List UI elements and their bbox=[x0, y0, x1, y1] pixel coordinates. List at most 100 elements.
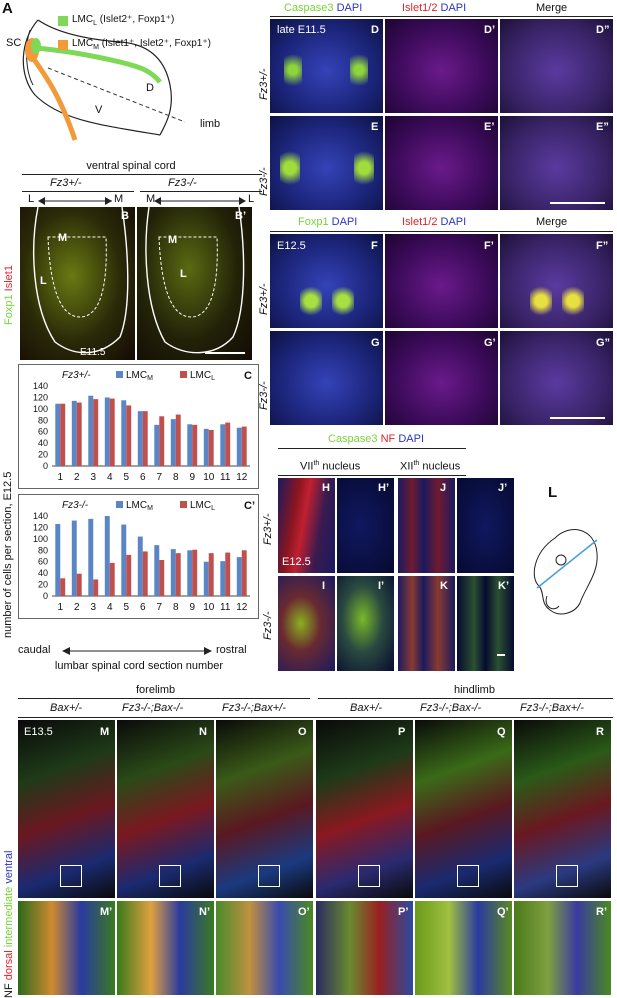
x-tick-label: 8 bbox=[173, 602, 179, 613]
x-tick-label: 3 bbox=[90, 472, 96, 483]
image-j bbox=[398, 478, 455, 573]
x-tick-label: 4 bbox=[107, 602, 113, 613]
row-het-de: Fz3+/- bbox=[258, 68, 270, 100]
bar-lmcm-1 bbox=[55, 403, 61, 466]
lm-axis-arrows bbox=[38, 197, 246, 205]
label-m: M bbox=[100, 726, 110, 738]
bar-lmcl-9 bbox=[192, 549, 198, 596]
bar-lmcm-12 bbox=[236, 557, 242, 596]
bar-lmcm-11 bbox=[220, 561, 226, 596]
y-tick-label: 80 bbox=[38, 415, 48, 425]
bar-lmcl-10 bbox=[208, 430, 214, 466]
geno-q: Fz3-/-;Bax-/- bbox=[420, 702, 482, 714]
bar-lmcm-4 bbox=[104, 516, 110, 596]
bar-lmcm-8 bbox=[170, 549, 176, 596]
label-b: B bbox=[121, 210, 129, 222]
y-tick-label: 120 bbox=[33, 522, 48, 532]
image-d-prime bbox=[385, 19, 498, 113]
label-f-dprime: F” bbox=[596, 240, 609, 252]
image-f-dprime bbox=[500, 234, 613, 328]
foxp1-cluster-left bbox=[300, 284, 322, 318]
image-f-prime bbox=[385, 234, 498, 328]
image-g bbox=[270, 331, 383, 425]
y-tick-label: 0 bbox=[43, 591, 48, 601]
y-tick-label: 60 bbox=[38, 427, 48, 437]
x-tick-label: 4 bbox=[107, 472, 113, 483]
image-mr-top-1 bbox=[18, 720, 115, 898]
x-tick-label: 11 bbox=[220, 472, 231, 483]
lmcl-pool bbox=[31, 38, 41, 54]
legend-label-lmcl: LMCL bbox=[190, 500, 215, 512]
label-j: J bbox=[440, 482, 447, 494]
image-k bbox=[398, 576, 455, 671]
caspase-cluster-left-e bbox=[280, 146, 300, 190]
label-b2-l: L bbox=[180, 268, 187, 280]
image-mr-bottom-6 bbox=[514, 901, 611, 995]
bar-lmcm-11 bbox=[220, 424, 226, 466]
label-h: H bbox=[322, 482, 330, 494]
rostral-label: rostral bbox=[216, 644, 247, 656]
x-tick-label: 7 bbox=[156, 472, 162, 483]
x-tick-label: 2 bbox=[74, 472, 80, 483]
bar-lmcm-10 bbox=[203, 561, 209, 596]
axis-l-right: L bbox=[248, 193, 255, 205]
x-tick-label: 7 bbox=[156, 602, 162, 613]
axis-m-left: M bbox=[114, 193, 124, 205]
rule-ko bbox=[140, 191, 262, 192]
stage-late-e115: late E11.5 bbox=[277, 24, 326, 36]
bar-lmcm-12 bbox=[236, 427, 242, 466]
rule-hk-top bbox=[278, 448, 466, 449]
x-tick-label: 10 bbox=[203, 602, 215, 613]
x-tick-label: 9 bbox=[189, 602, 195, 613]
side-label-nf: NF dorsal intermediate ventral bbox=[3, 850, 15, 998]
row-ko-hk: Fz3-/- bbox=[262, 611, 274, 640]
image-mr-top-3 bbox=[216, 720, 313, 898]
rule-mr-geno bbox=[18, 717, 613, 718]
image-mr-bottom-4 bbox=[316, 901, 413, 995]
ylabel-wrap: number of cells per section, E12.5 bbox=[2, 380, 14, 640]
lmcm-swatch bbox=[58, 40, 68, 50]
geno-o: Fz3-/-;Bax+/- bbox=[222, 702, 286, 714]
scale-bar-g bbox=[550, 417, 605, 419]
lmcl-swatch bbox=[58, 16, 68, 26]
geno-p: Bax+/- bbox=[350, 702, 383, 714]
label-b-l: L bbox=[40, 275, 47, 287]
y-tick-label: 140 bbox=[33, 381, 48, 391]
label-j-prime: J’ bbox=[498, 482, 508, 494]
bar-lmcl-1 bbox=[60, 578, 66, 596]
bar-lmcm-9 bbox=[187, 550, 193, 596]
y-tick-label: 80 bbox=[38, 545, 48, 555]
label-i-prime: I’ bbox=[378, 580, 385, 592]
header-foxp1-dapi: Foxp1 DAPI bbox=[298, 216, 358, 228]
y-tick-label: 100 bbox=[33, 404, 48, 414]
image-mr-bottom-1 bbox=[18, 901, 115, 995]
y-tick-label: 100 bbox=[33, 534, 48, 544]
inset-box bbox=[258, 865, 280, 887]
bar-lmcl-12 bbox=[241, 550, 247, 596]
image-g-prime bbox=[385, 331, 498, 425]
x-tick-label: 6 bbox=[140, 472, 146, 483]
legend-swatch-lmcm bbox=[116, 501, 123, 508]
x-tick-label: 8 bbox=[173, 472, 179, 483]
sc-label: SC bbox=[6, 37, 22, 49]
label-e-dprime: E” bbox=[596, 121, 609, 133]
x-tick-label: 9 bbox=[189, 472, 195, 483]
header-merge-1: Merge bbox=[536, 2, 568, 14]
bar-lmcm-7 bbox=[154, 424, 160, 466]
header-islet-dapi: Islet1/2 DAPI bbox=[402, 2, 467, 14]
inset-box bbox=[159, 865, 181, 887]
stage-hk: E12.5 bbox=[282, 556, 311, 568]
image-h bbox=[278, 478, 335, 573]
label-b-prime: B’ bbox=[235, 210, 246, 222]
scale-bar-b bbox=[205, 352, 245, 354]
embryo-schematic bbox=[533, 529, 598, 615]
bar-lmcl-4 bbox=[109, 398, 115, 466]
image-e-dprime bbox=[500, 116, 613, 210]
inset-box bbox=[60, 865, 82, 887]
legend-label-lmcm: LMCM bbox=[126, 370, 153, 382]
x-tick-label: 11 bbox=[220, 602, 231, 613]
label-f: F bbox=[371, 240, 378, 252]
header-caspase3-dapi: Caspase3 DAPI bbox=[284, 2, 363, 14]
inset-box bbox=[358, 865, 380, 887]
geno-n: Fz3-/-;Bax-/- bbox=[122, 702, 184, 714]
